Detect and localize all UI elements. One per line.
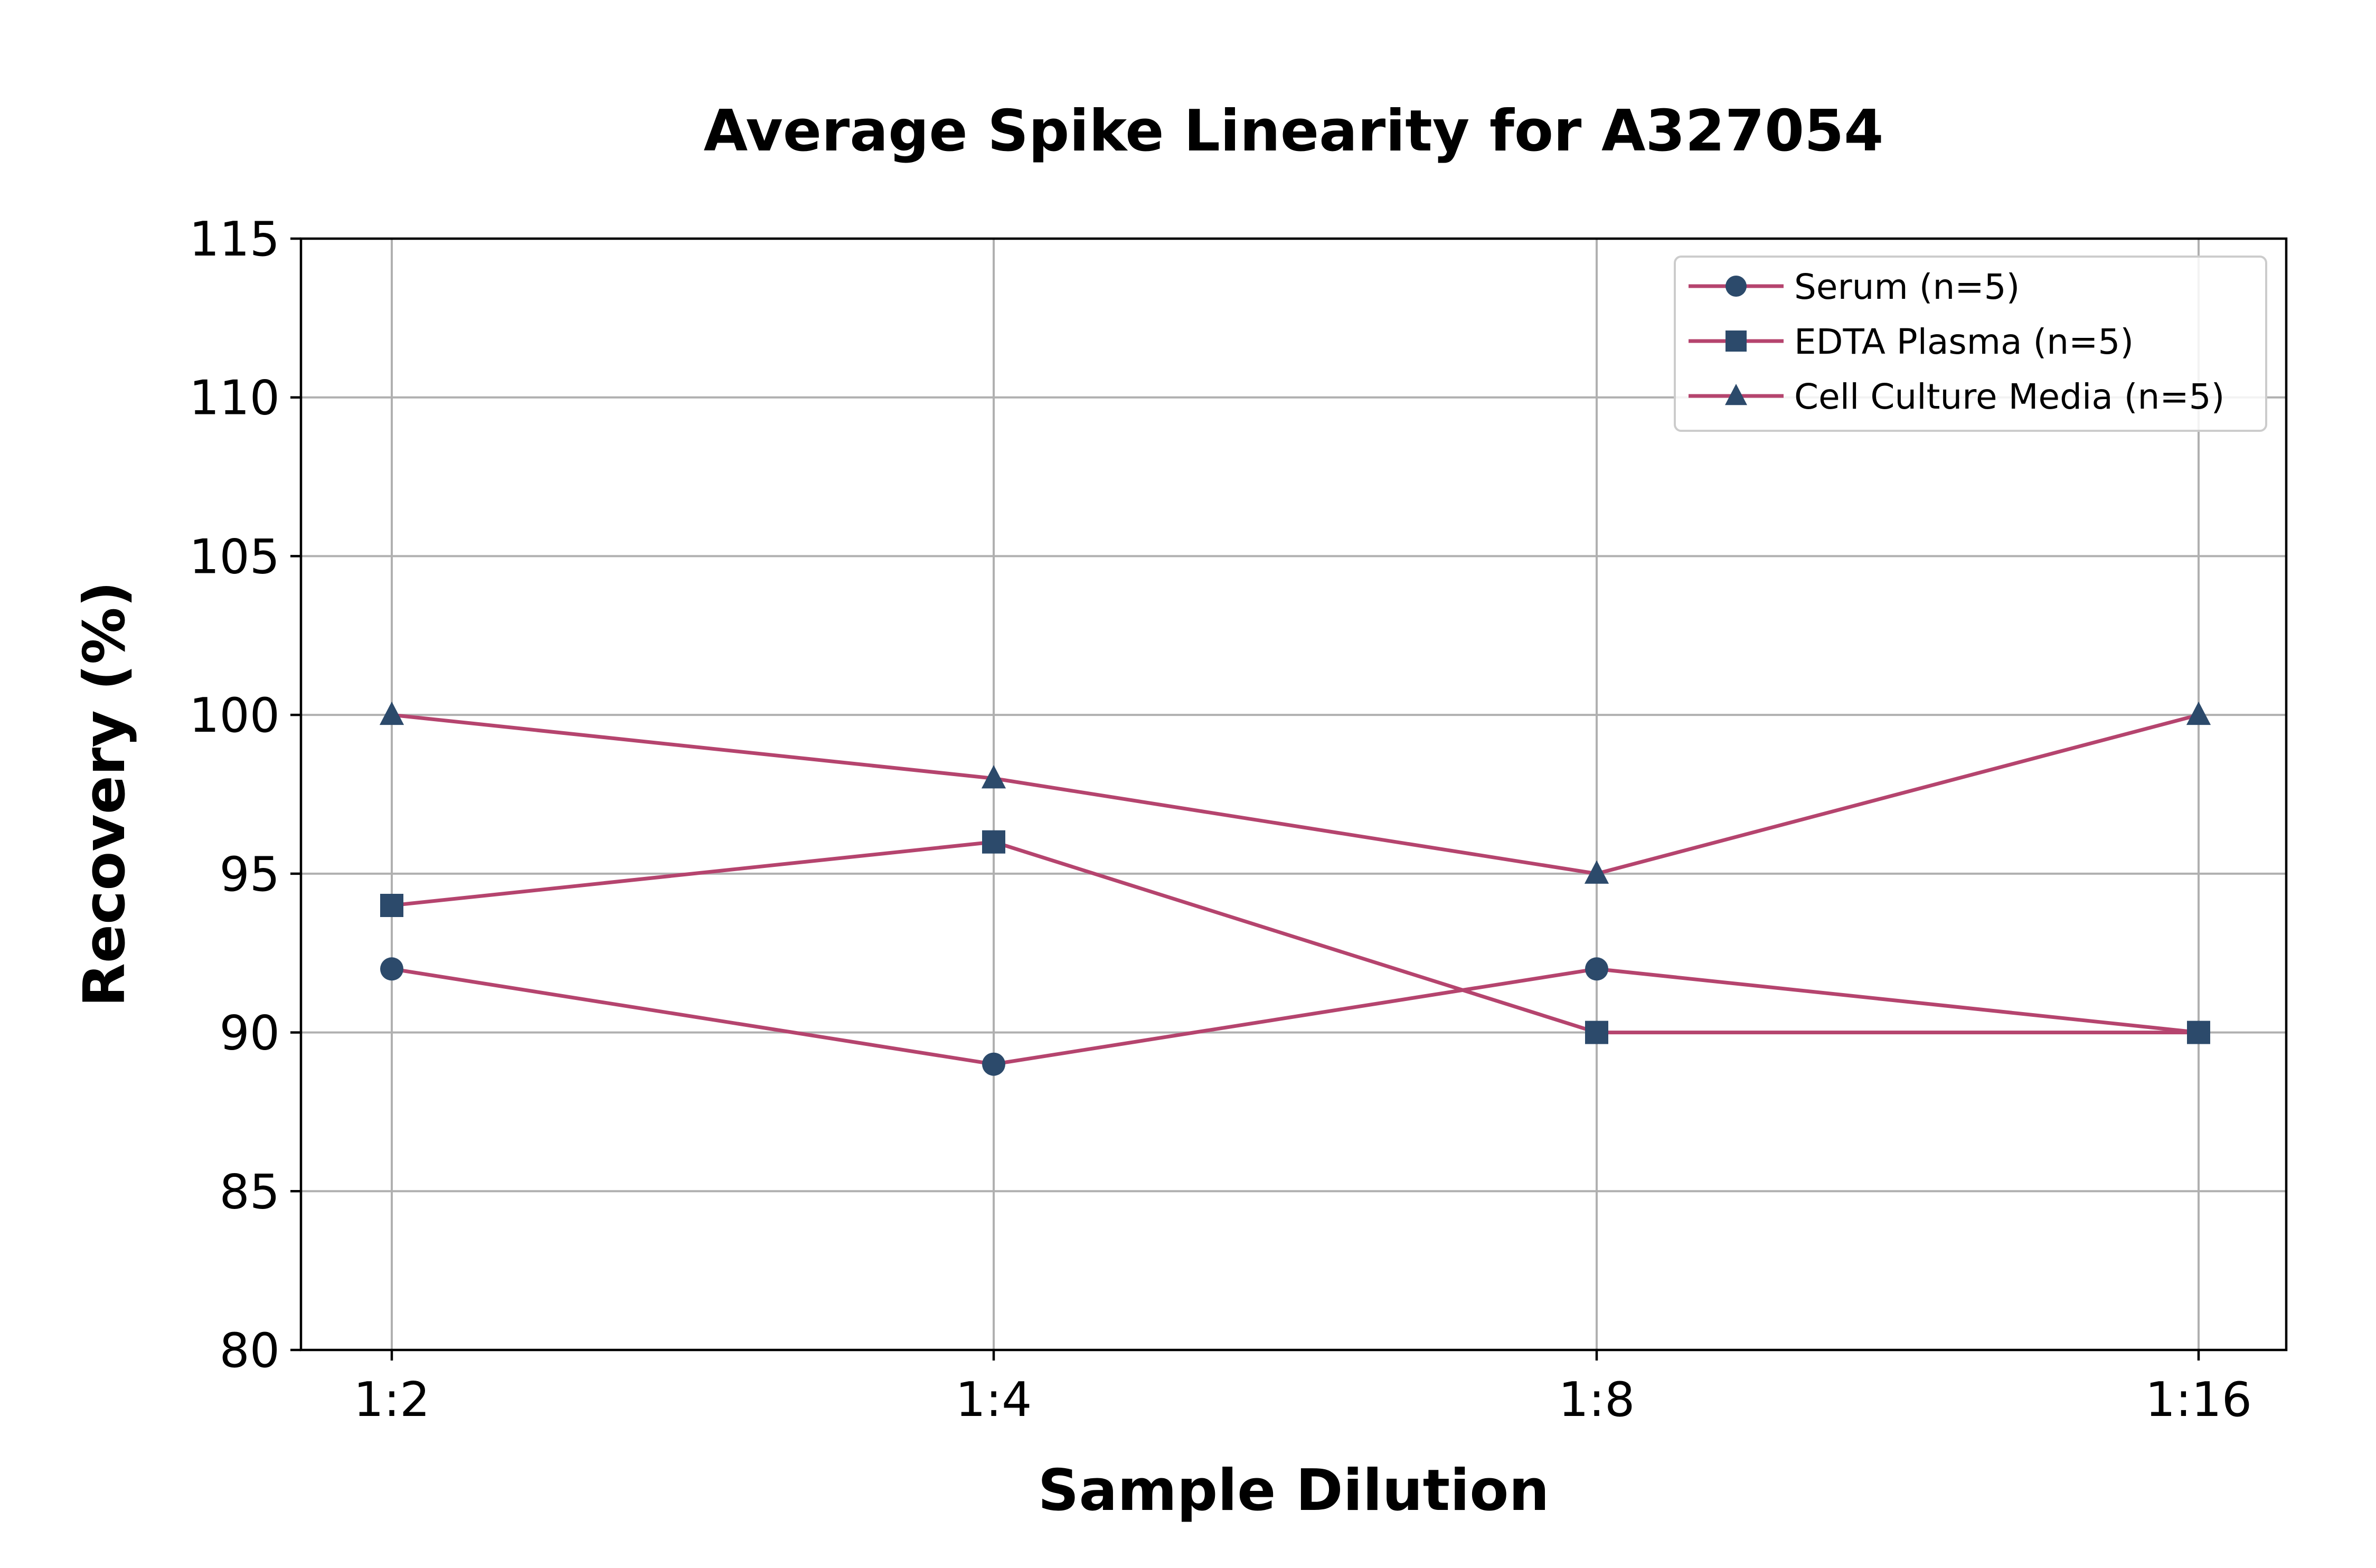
x-tick-label: 1:16 <box>2145 1372 2252 1428</box>
data-point-circle <box>982 1052 1005 1076</box>
data-point-triangle <box>2186 701 2211 725</box>
legend-item: EDTA Plasma (n=5) <box>1689 322 2134 362</box>
data-point-triangle <box>1584 860 1609 884</box>
legend-marker-circle <box>1726 276 1747 297</box>
y-tick-label: 110 <box>189 371 280 426</box>
series-2 <box>380 830 2210 1044</box>
series-line <box>391 840 2199 1035</box>
y-tick-label: 85 <box>219 1164 280 1220</box>
chart-title: Average Spike Linearity for A327054 <box>704 98 1884 164</box>
tick-layer: 1:2 1:4 1:8 1:16 80 85 90 95 100 105 110 115 <box>189 212 2252 1428</box>
series-line <box>391 713 2199 876</box>
plot-frame <box>299 237 2288 1352</box>
x-tick-label: 1:4 <box>956 1372 1032 1428</box>
legend: Serum (n=5) EDTA Plasma (n=5) Cell Culture… <box>1674 256 2267 432</box>
series-3 <box>379 701 2211 884</box>
legend-label: EDTA Plasma (n=5) <box>1794 322 2134 362</box>
data-point-circle <box>380 957 403 981</box>
y-tick-label: 80 <box>219 1323 280 1378</box>
data-point-square <box>380 894 403 917</box>
y-axis-label: Recovery (%) <box>72 581 138 1007</box>
x-tick-label: 1:2 <box>354 1372 430 1428</box>
data-point-triangle <box>981 765 1006 789</box>
data-point-square <box>1585 1021 1608 1044</box>
series-layer <box>379 701 2211 1076</box>
legend-marker-square <box>1726 330 1747 352</box>
data-point-circle <box>1585 957 1608 981</box>
legend-label: Serum (n=5) <box>1794 267 2020 307</box>
legend-marker-triangle <box>1725 384 1747 405</box>
legend-item: Serum (n=5) <box>1689 267 2020 307</box>
data-point-triangle <box>379 701 404 725</box>
data-point-square <box>982 830 1005 854</box>
y-tick-label: 105 <box>189 529 280 584</box>
x-tick-label: 1:8 <box>1559 1372 1635 1428</box>
y-tick-label: 115 <box>189 212 280 267</box>
data-point-square <box>2187 1021 2210 1044</box>
legend-item: Cell Culture Media (n=5) <box>1689 376 2224 417</box>
series-line <box>391 967 2199 1066</box>
y-tick-label: 95 <box>219 847 280 902</box>
x-axis-label: Sample Dilution <box>1038 1458 1550 1524</box>
y-tick-label: 90 <box>219 1006 280 1061</box>
legend-label: Cell Culture Media (n=5) <box>1794 376 2224 417</box>
legend-box <box>1674 256 2267 432</box>
y-tick-label: 100 <box>189 688 280 743</box>
